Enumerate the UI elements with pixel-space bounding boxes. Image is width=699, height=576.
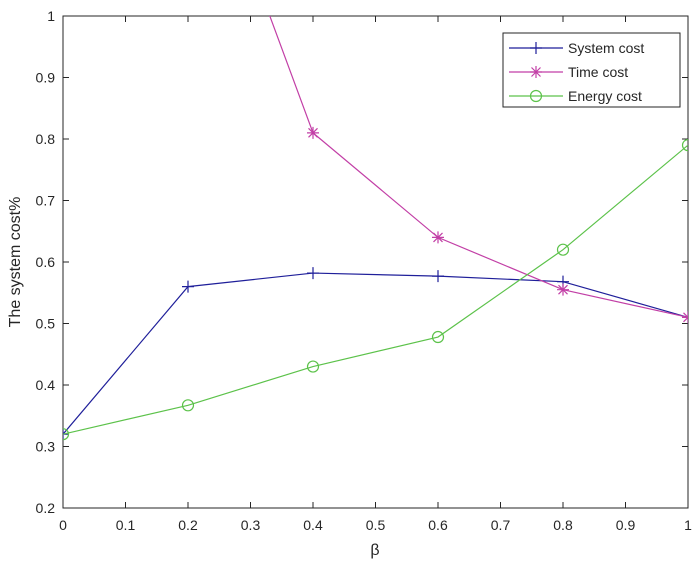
y-tick-label: 0.2 (36, 500, 56, 516)
asterisk-marker (682, 311, 688, 324)
asterisk-marker (557, 283, 569, 296)
y-tick-label: 0.5 (36, 316, 56, 332)
circle-marker (181, 399, 195, 412)
series-energy-cost (63, 139, 688, 441)
plus-marker (182, 280, 194, 293)
circle-marker (529, 89, 543, 103)
legend: System cost Time cost Energy cost (502, 32, 681, 108)
x-axis-label: β (370, 542, 379, 559)
legend-label: Time cost (568, 64, 628, 80)
plus-marker (307, 267, 319, 280)
plus-marker (63, 428, 69, 441)
legend-label: Energy cost (568, 88, 642, 104)
y-tick-label: 0.7 (36, 193, 56, 209)
y-tick-label: 0.6 (36, 254, 56, 270)
plus-marker (432, 270, 444, 283)
asterisk-marker (432, 231, 444, 244)
circle-marker (431, 330, 445, 344)
legend-entry: Energy cost (509, 88, 642, 104)
asterisk-marker (530, 66, 542, 78)
series-line (63, 144, 688, 435)
y-tick-label: 0.9 (36, 70, 56, 86)
plus-marker (530, 42, 542, 54)
y-tick-label: 1 (47, 8, 55, 24)
circle-marker (681, 139, 688, 152)
y-tick-label: 0.8 (36, 131, 56, 147)
asterisk-marker (307, 126, 319, 139)
legend-entry: Time cost (509, 64, 628, 80)
x-tick-label: 0.4 (303, 517, 323, 533)
x-tick-label: 0.5 (366, 517, 386, 533)
legend-entry: System cost (509, 40, 644, 56)
circle-marker (63, 428, 70, 441)
x-tick-label: 0.1 (116, 517, 136, 533)
series-time-cost (269, 16, 688, 324)
circle-marker (306, 360, 320, 373)
series-line (63, 272, 688, 435)
x-tick-label: 0.7 (491, 517, 511, 533)
y-tick-label: 0.3 (36, 439, 56, 455)
x-tick-label: 0.9 (616, 517, 636, 533)
x-tick-label: 0.8 (553, 517, 573, 533)
x-tick-label: 0 (59, 517, 67, 533)
legend-label: System cost (568, 40, 644, 56)
y-tick-label: 0.4 (36, 377, 56, 393)
circle-marker (556, 243, 570, 256)
x-tick-label: 0.6 (428, 517, 448, 533)
x-tick-label: 0.3 (241, 517, 261, 533)
x-tick-label: 1 (684, 517, 692, 533)
x-tick-label: 0.2 (178, 517, 198, 533)
y-axis-label: The system cost% (7, 197, 24, 328)
